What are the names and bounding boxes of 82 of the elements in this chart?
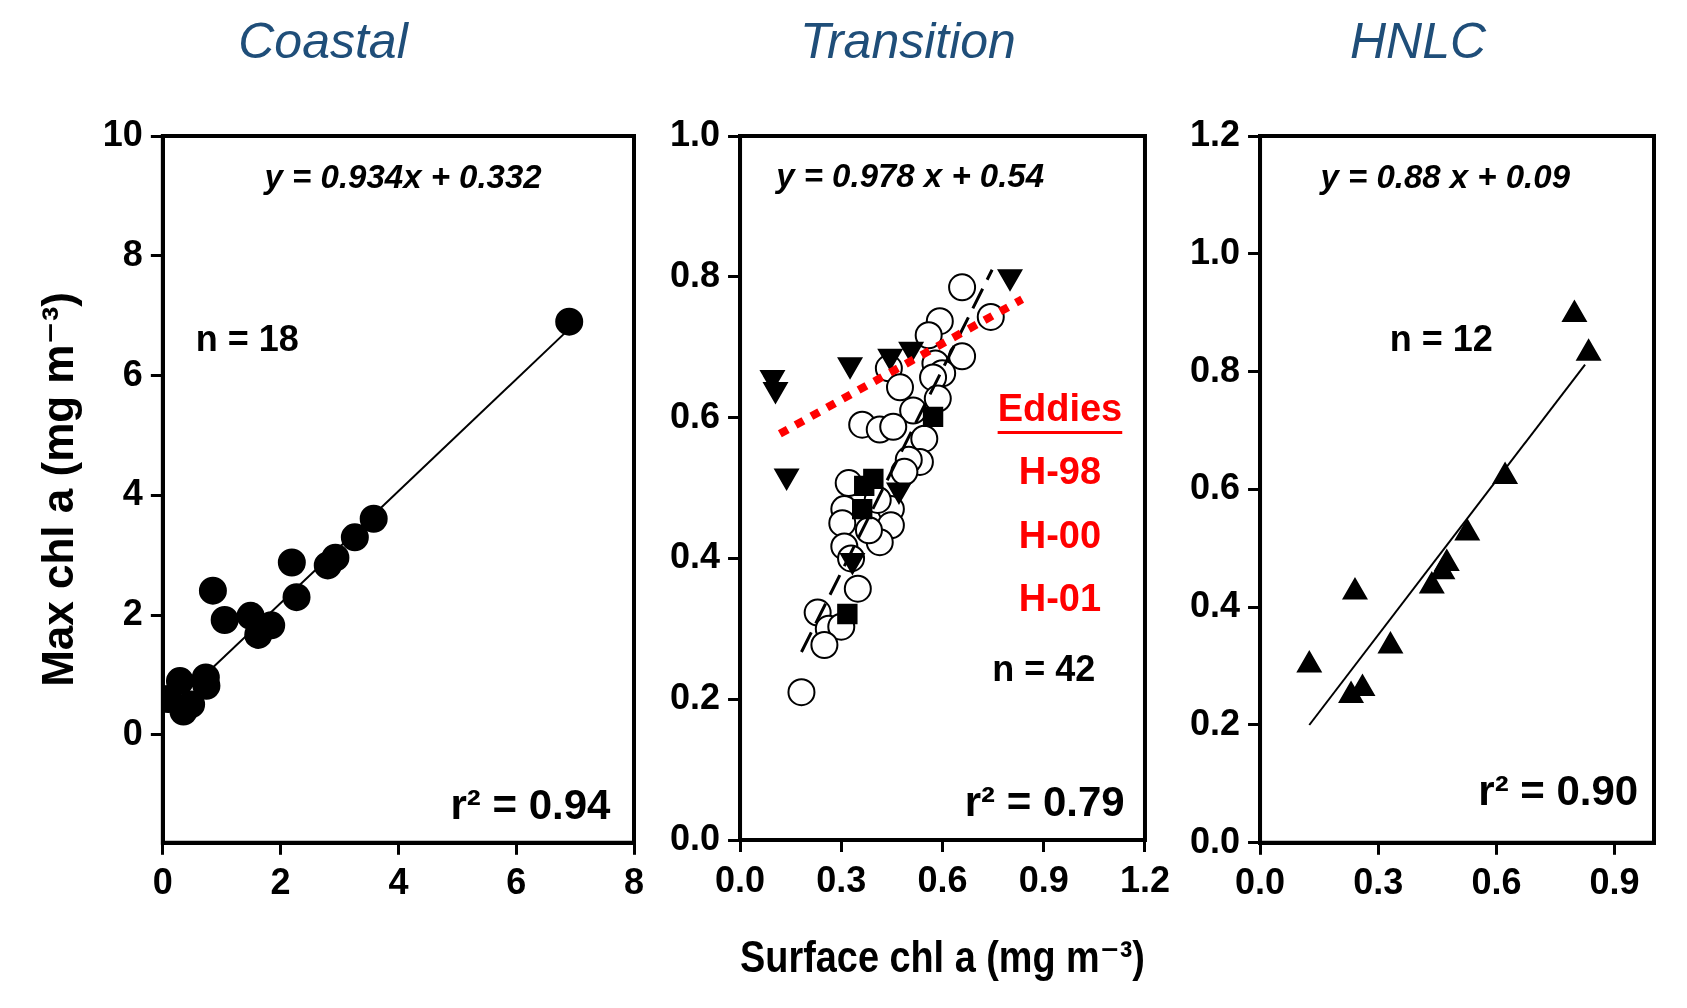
point [1455,518,1480,541]
point [828,509,857,538]
point [879,412,908,441]
point [1419,572,1445,594]
point [313,551,342,580]
x-tick-label: 0.3 [816,858,867,900]
y-tick-label: 10 [102,112,143,154]
y-tick-label: 0.8 [1190,348,1241,390]
x-tick-label: 0.0 [1235,861,1286,903]
x-tick-label: 0 [152,861,173,903]
point [1430,557,1455,580]
x-tick-label: 1.2 [1119,858,1170,900]
point [914,321,943,350]
x-tick-label: 0.3 [1353,861,1404,903]
y-tick-label: 0.2 [1190,701,1241,743]
point [910,424,939,453]
y-tick-label: 0.6 [670,394,721,436]
point [948,342,977,371]
annotation: Eddies [997,387,1123,430]
point [1297,650,1322,673]
y-tick-label: 0.4 [670,535,721,577]
x-tick-label: 0.9 [1589,861,1640,903]
point [922,406,944,428]
point [277,548,306,577]
point [1338,681,1364,704]
chart-title: Coastal [238,12,410,69]
annotation: y = 0.934x + 0.332 [262,157,543,195]
point [1562,300,1587,322]
point [810,630,839,659]
y-tick-label: 0.4 [1190,584,1241,626]
annotation: r² = 0.90 [1478,766,1639,814]
point [852,498,873,520]
x-tick-label: 8 [623,861,645,903]
y-tick-label: 0.0 [1190,819,1241,861]
point [948,273,977,302]
x-tick-label: 6 [506,861,527,903]
point [1378,632,1403,654]
point [210,605,239,634]
y-tick-label: 6 [122,352,143,394]
point [1576,339,1601,361]
annotation: r² = 0.94 [450,781,612,829]
y-tick-label: 0.8 [670,253,721,295]
x-tick-label: 0.0 [715,858,766,900]
x-axis-title: Surface chl a (mg m⁻³) [740,932,1145,982]
x-tick-label: 2 [270,861,291,903]
annotation: H-01 [1018,577,1102,620]
y-tick-label: 2 [122,592,143,634]
point [555,307,584,336]
x-tick-label: 0.6 [1471,861,1522,903]
y-tick-label: 8 [122,232,143,274]
y-tick-label: 0.0 [670,816,721,858]
point [340,523,369,552]
point [885,373,914,402]
x-tick-label: 4 [388,861,409,903]
annotation: y = 0.978 x + 0.54 [774,157,1045,195]
point [787,678,816,707]
x-tick-label: 0.6 [917,858,968,900]
y-tick-label: 0.2 [670,676,721,718]
point [1342,577,1368,600]
y-tick-label: 0.6 [1190,466,1241,508]
x-tick-label: 0.9 [1018,858,1069,900]
annotation: y = 0.88 x + 0.09 [1318,157,1571,195]
annotation: r² = 0.79 [964,778,1125,826]
point [282,583,311,612]
y-axis-title: Max chl a (mg m⁻³) [32,291,82,687]
y-tick-label: 0 [122,711,143,753]
y-tick-label: 1.2 [1190,112,1241,154]
y-tick-label: 1.0 [1190,230,1241,272]
annotation: n = 12 [1389,317,1493,359]
chart-title: Transition [800,12,1016,69]
point [359,504,388,533]
point [198,576,227,605]
annotation: H-00 [1018,513,1102,556]
point [843,574,872,603]
y-tick-label: 1.0 [670,112,721,154]
annotation: n = 18 [195,317,299,359]
annotation: H-98 [1018,450,1102,493]
chart-title: HNLC [1349,12,1487,69]
y-tick-label: 4 [122,472,143,514]
point [854,475,875,497]
annotation: n = 42 [992,647,1096,689]
point [837,603,858,625]
